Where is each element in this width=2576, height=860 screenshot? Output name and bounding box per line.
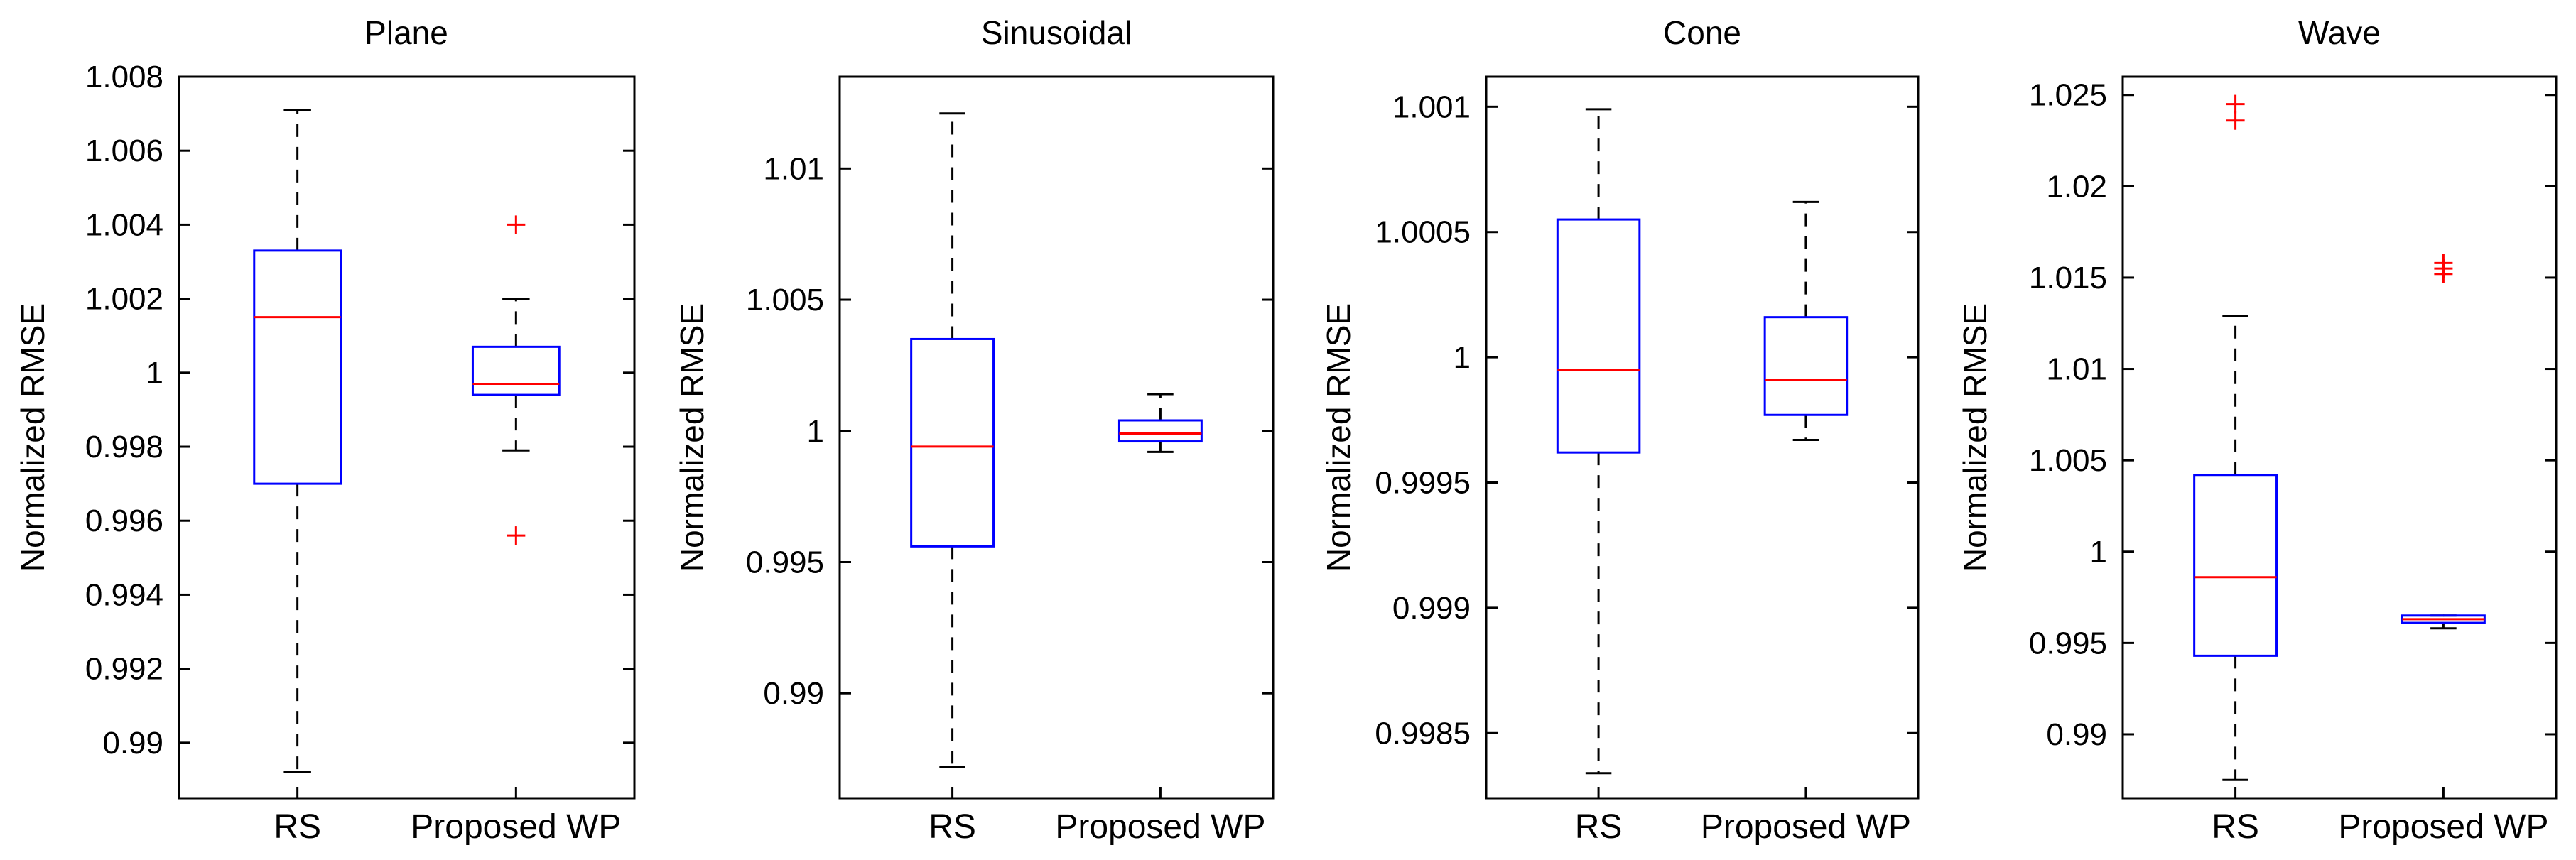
- box-proposed-wp: Proposed WP: [2338, 254, 2548, 846]
- x-tick-label: Proposed WP: [1701, 808, 1911, 846]
- iqr-box: [253, 249, 342, 485]
- y-tick-label: 0.999: [1392, 591, 1471, 626]
- y-tick-label: 1.02: [2046, 169, 2107, 204]
- y-tick-label: 1.008: [85, 60, 163, 94]
- x-tick-label: RS: [1575, 808, 1623, 846]
- outlier-marker: [2226, 111, 2245, 130]
- y-tick-label: 0.998: [85, 430, 163, 464]
- chart-title: Cone: [1663, 14, 1741, 51]
- y-tick-label: 0.99: [102, 726, 163, 761]
- y-tick-label: 0.992: [85, 652, 163, 687]
- chart-panel-sinusoidal: Sinusoidal Normalized RMSE 0.99 0.995 1 1.005…: [673, 14, 1275, 846]
- y-tick-label: 1.004: [85, 207, 163, 242]
- chart-title: Wave: [2298, 14, 2381, 51]
- y-tick-label: 0.994: [85, 577, 163, 612]
- y-tick-label: 1.005: [2029, 443, 2107, 478]
- iqr-box: [471, 345, 561, 396]
- plot-area-frame: [838, 75, 1275, 800]
- outlier-marker: [2226, 94, 2245, 114]
- y-axis-label: Normalized RMSE: [14, 303, 51, 572]
- y-tick-label: 1: [807, 414, 824, 449]
- iqr-box: [1117, 419, 1203, 443]
- y-tick-label: 1.0005: [1375, 215, 1471, 250]
- chart-panel-cone: Cone Normalized RMSE 0.9985 0.999 0.9995 1 1.0…: [1320, 14, 1920, 846]
- x-tick-label: RS: [2212, 808, 2259, 846]
- y-tick-label: 0.995: [746, 545, 824, 579]
- x-tick-label: RS: [929, 808, 976, 846]
- y-tick-label: 1.015: [2029, 261, 2107, 295]
- y-tick-label: 1: [1454, 340, 1471, 375]
- x-tick-label: RS: [274, 808, 321, 846]
- outlier-marker: [507, 215, 526, 234]
- y-axis-label: Normalized RMSE: [1957, 303, 1993, 572]
- outlier-marker: [2434, 264, 2453, 283]
- box-rs: RS: [253, 109, 342, 846]
- box-proposed-wp: Proposed WP: [411, 215, 621, 846]
- iqr-box: [1556, 218, 1641, 454]
- chart-panel-wave: Wave Normalized RMSE 0.99 0.995 1 1.005 1.01 1.…: [1957, 14, 2558, 846]
- y-tick-label: 0.99: [763, 676, 824, 711]
- chart-panel-plane: Plane Normalized RMSE 0.99 0.992 0.994 0.996 0…: [14, 14, 636, 846]
- y-tick-label: 1.005: [746, 283, 824, 317]
- y-axis-label: Normalized RMSE: [1320, 303, 1357, 572]
- y-tick-label: 1.01: [2046, 352, 2107, 387]
- chart-title: Plane: [364, 14, 448, 51]
- y-tick-label: 0.995: [2029, 626, 2107, 660]
- box-rs: RS: [2193, 94, 2278, 846]
- y-tick-label: 0.996: [85, 504, 163, 538]
- box-proposed-wp: Proposed WP: [1055, 393, 1265, 846]
- outlier-marker: [507, 526, 526, 545]
- x-tick-label: Proposed WP: [1055, 808, 1265, 846]
- y-tick-label: 1.006: [85, 134, 163, 168]
- chart-title: Sinusoidal: [981, 14, 1132, 51]
- y-tick-label: 1: [2090, 535, 2107, 570]
- iqr-box: [1763, 316, 1849, 416]
- y-tick-label: 0.99: [2046, 717, 2107, 752]
- y-tick-label: 1: [146, 356, 163, 391]
- y-tick-label: 1.025: [2029, 78, 2107, 113]
- iqr-box: [910, 337, 995, 548]
- box-rs: RS: [1556, 108, 1641, 846]
- y-axis-label: Normalized RMSE: [673, 303, 710, 572]
- y-tick-label: 1.001: [1392, 89, 1471, 124]
- y-tick-label: 0.9995: [1375, 466, 1471, 501]
- plot-area-frame: [178, 75, 636, 800]
- box-proposed-wp: Proposed WP: [1701, 200, 1911, 846]
- iqr-box: [2193, 474, 2278, 657]
- x-tick-label: Proposed WP: [411, 808, 621, 846]
- y-tick-label: 0.9985: [1375, 716, 1471, 751]
- plot-area-frame: [1485, 75, 1920, 800]
- x-tick-label: Proposed WP: [2338, 808, 2548, 846]
- y-tick-label: 1.01: [763, 151, 824, 186]
- box-rs: RS: [910, 112, 995, 846]
- y-tick-label: 1.002: [85, 282, 163, 317]
- plot-area-frame: [2121, 75, 2558, 800]
